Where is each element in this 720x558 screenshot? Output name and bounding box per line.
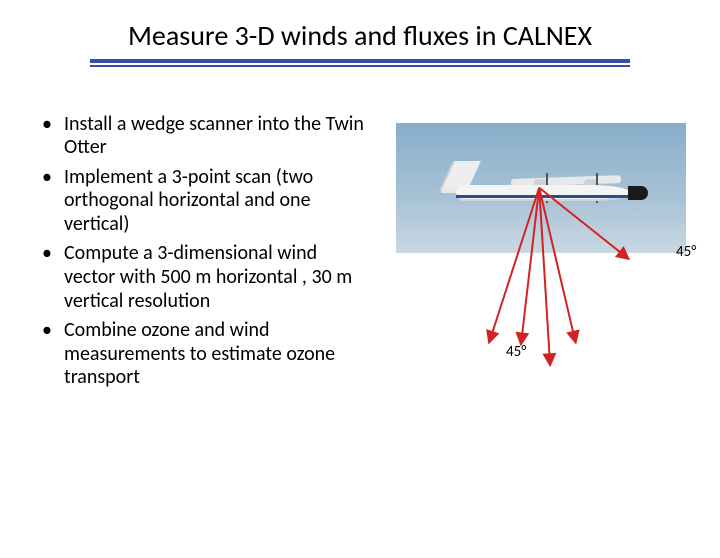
bullet-item: Implement a 3-point scan (two orthogonal…: [36, 166, 366, 237]
bullet-item: Compute a 3-dimensional wind vector with…: [36, 242, 366, 313]
scan-beams: [396, 123, 686, 383]
slide-title: Measure 3-D winds and fluxes in CALNEX: [0, 18, 720, 53]
angle-label-left: 45°: [506, 343, 526, 361]
content-row: Install a wedge scanner into the Twin Ot…: [0, 113, 720, 397]
bullet-item: Install a wedge scanner into the Twin Ot…: [36, 113, 366, 160]
angle-label-right: 45°: [676, 243, 696, 261]
bullet-list: Install a wedge scanner into the Twin Ot…: [36, 113, 366, 397]
title-underline: [90, 59, 630, 67]
aircraft-diagram: 45° 45°: [376, 113, 696, 397]
bullet-item: Combine ozone and wind measurements to e…: [36, 319, 366, 390]
